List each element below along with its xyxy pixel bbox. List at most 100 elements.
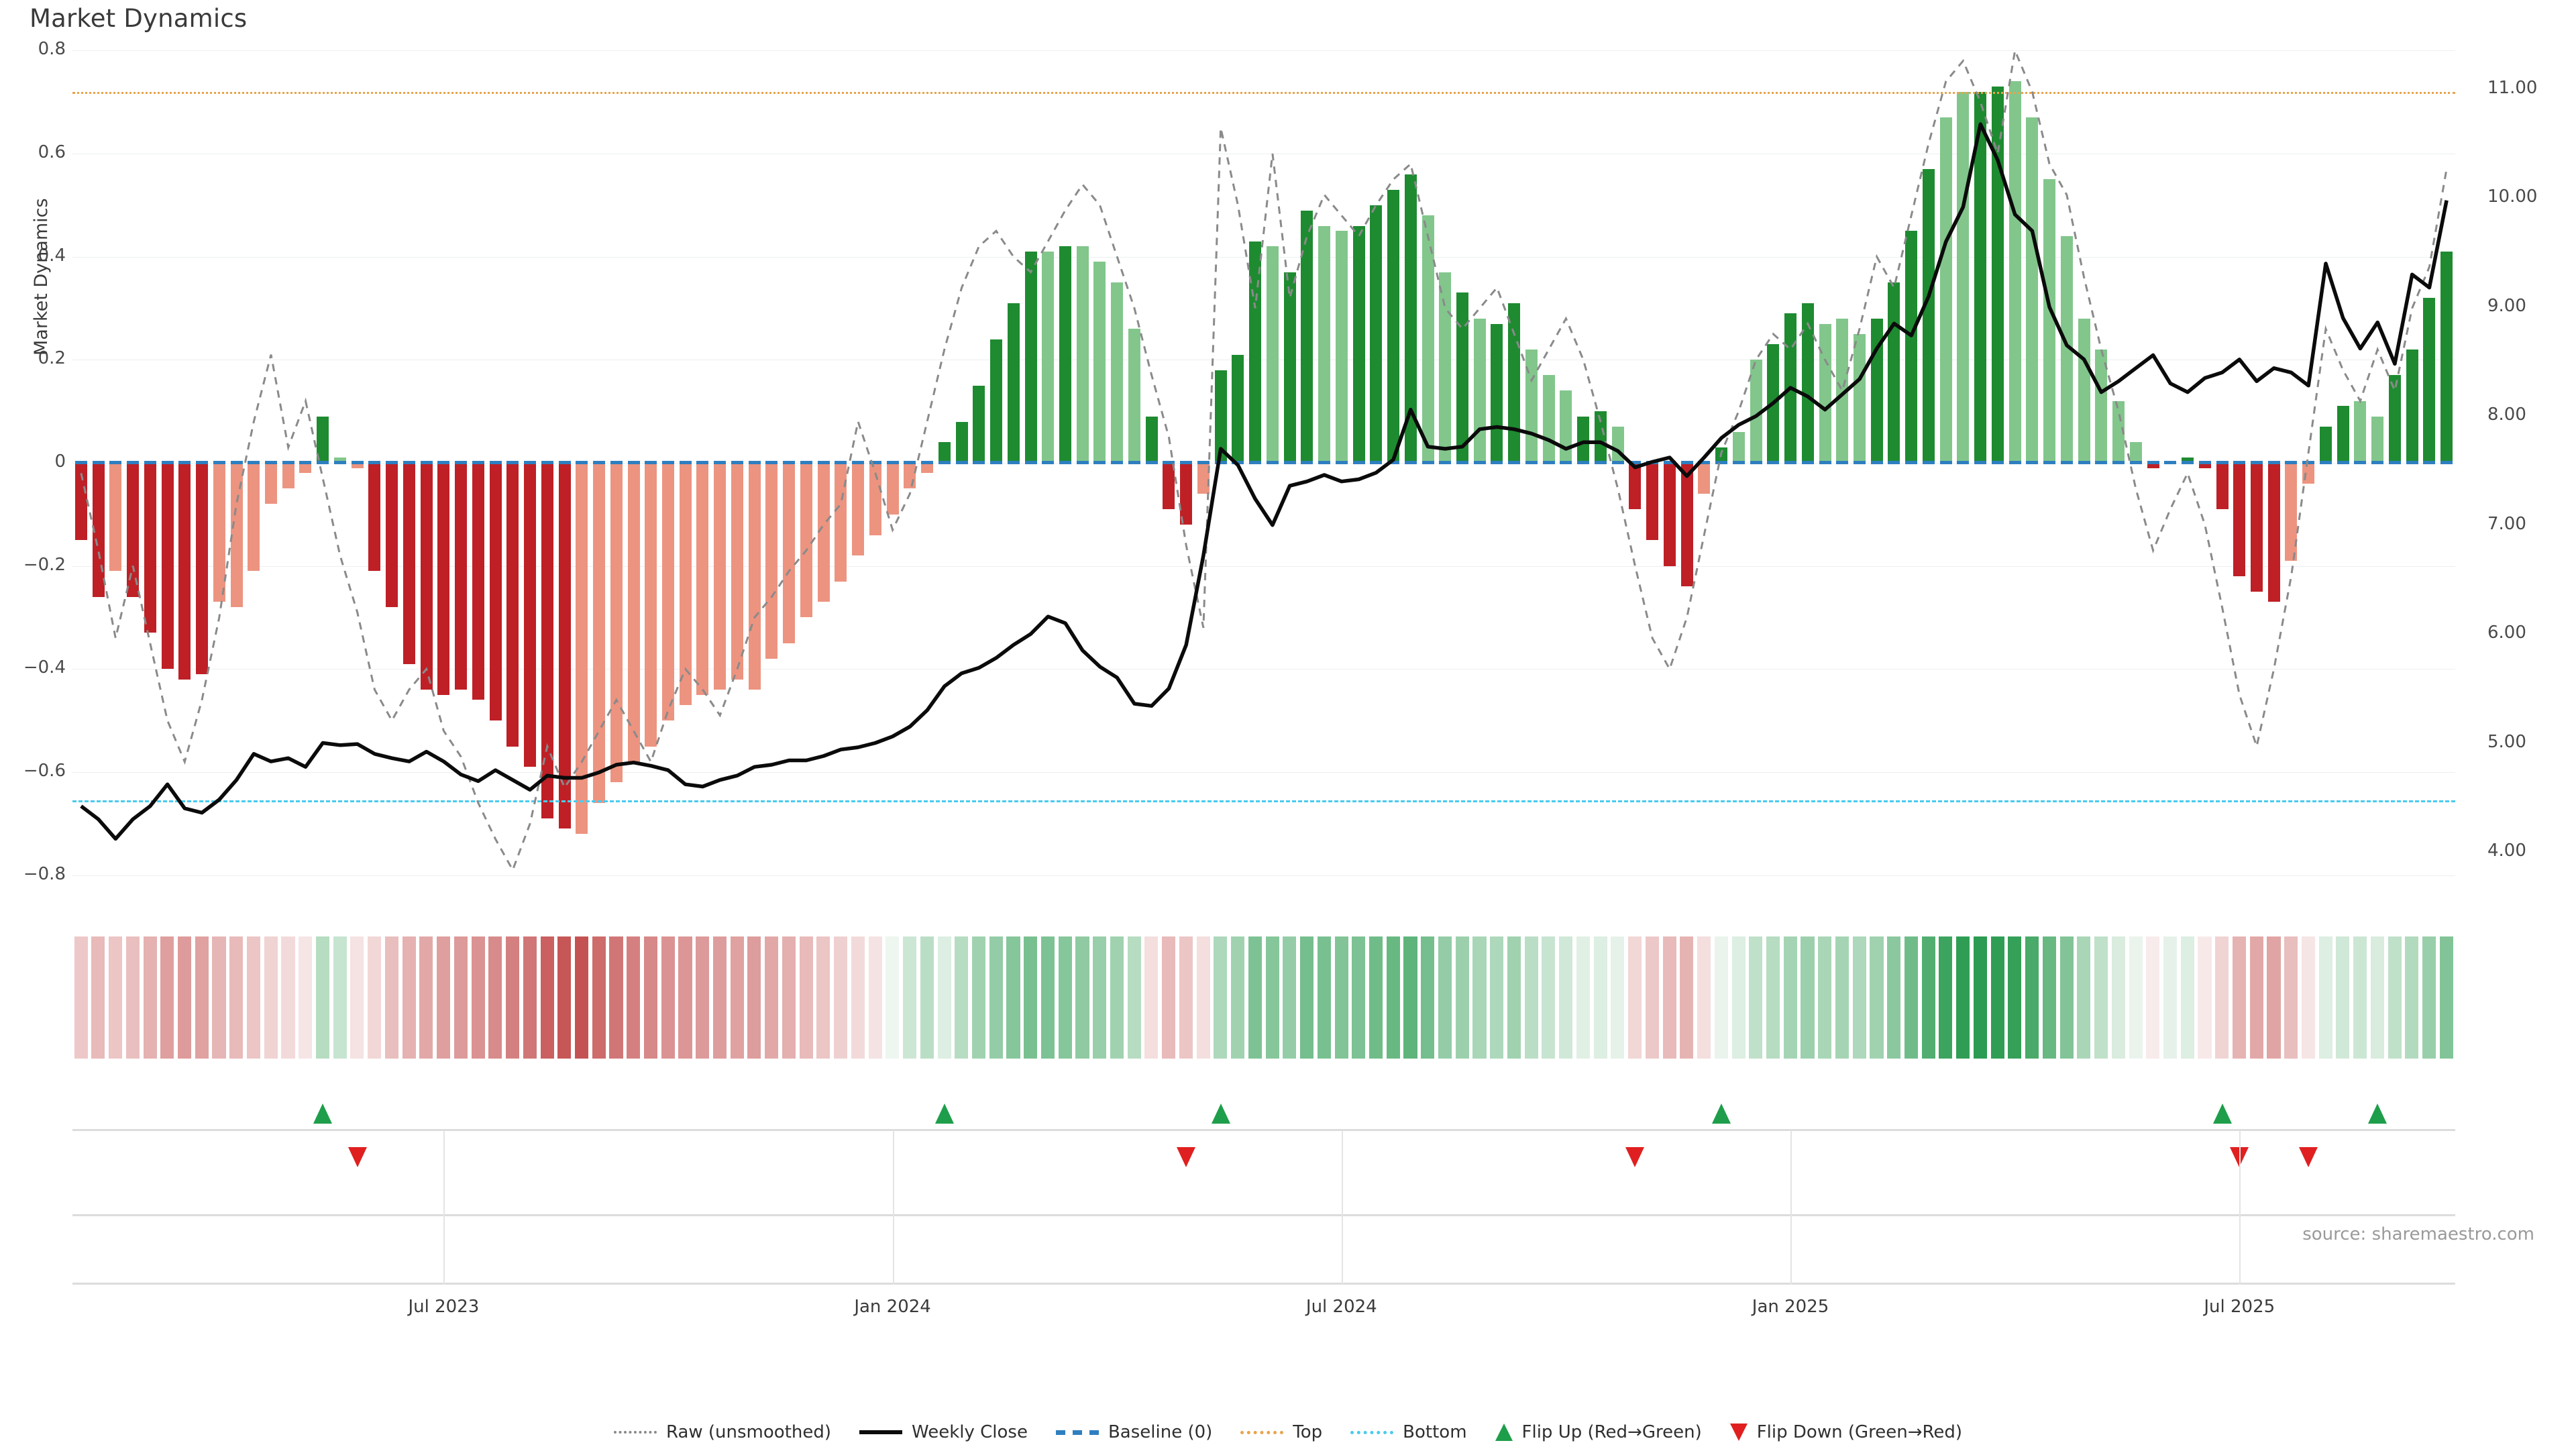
baseline-segment bbox=[196, 461, 209, 465]
heatmap-cell bbox=[609, 936, 623, 1059]
baseline-segment bbox=[2233, 461, 2246, 465]
baseline-segment bbox=[2371, 461, 2384, 465]
market-dynamics-bar bbox=[1266, 246, 1279, 463]
heatmap-cell bbox=[643, 936, 658, 1059]
baseline-segment bbox=[1974, 461, 1987, 465]
market-dynamics-bar bbox=[2198, 462, 2211, 468]
market-dynamics-bar bbox=[282, 462, 294, 489]
heatmap-cell bbox=[143, 936, 157, 1059]
lower-panel-gridline-top bbox=[72, 1214, 2455, 1216]
baseline-segment bbox=[679, 461, 692, 465]
heatmap-cell bbox=[557, 936, 572, 1059]
heatmap-cell bbox=[1990, 936, 2004, 1059]
market-dynamics-bar bbox=[161, 462, 174, 669]
legend-item[interactable]: Top bbox=[1240, 1422, 1322, 1442]
market-dynamics-bar bbox=[852, 462, 865, 556]
market-dynamics-bar bbox=[541, 462, 553, 819]
market-dynamics-bar bbox=[765, 462, 778, 659]
baseline-segment bbox=[2164, 461, 2177, 465]
heatmap-cell bbox=[384, 936, 398, 1059]
market-dynamics-bar bbox=[74, 462, 87, 541]
heatmap-cell bbox=[1731, 936, 1746, 1059]
heatmap-cell bbox=[1300, 936, 1314, 1059]
left-axis-tick-label: −0.8 bbox=[23, 863, 66, 884]
baseline-segment bbox=[472, 461, 484, 465]
heatmap-cell bbox=[2284, 936, 2298, 1059]
baseline-segment bbox=[1421, 461, 1434, 465]
baseline-segment bbox=[783, 461, 796, 465]
market-dynamics-bar bbox=[1836, 318, 1849, 463]
baseline-segment bbox=[1853, 461, 1866, 465]
legend-item[interactable]: Raw (unsmoothed) bbox=[613, 1422, 831, 1442]
gridline bbox=[72, 50, 2455, 52]
baseline-segment bbox=[1042, 461, 1055, 465]
heatmap-cell bbox=[1352, 936, 1366, 1059]
baseline-segment bbox=[1542, 461, 1555, 465]
legend-item[interactable]: Flip Down (Green→Red) bbox=[1729, 1422, 1962, 1442]
heatmap-cell bbox=[1438, 936, 1452, 1059]
baseline-segment bbox=[1663, 461, 1676, 465]
market-dynamics-bar bbox=[2216, 462, 2229, 510]
flip-up-marker-icon bbox=[1712, 1104, 1731, 1124]
market-dynamics-bar bbox=[1180, 462, 1193, 525]
weekly-close-line bbox=[80, 122, 2449, 841]
market-dynamics-bar bbox=[2008, 81, 2021, 463]
heatmap-cell bbox=[109, 936, 123, 1059]
market-dynamics-bar bbox=[869, 462, 881, 535]
baseline-segment bbox=[1870, 461, 1883, 465]
baseline-segment bbox=[1180, 461, 1193, 465]
baseline-segment bbox=[1836, 461, 1849, 465]
baseline-segment bbox=[541, 461, 553, 465]
heatmap-cell bbox=[2353, 936, 2367, 1059]
market-dynamics-bar bbox=[437, 462, 450, 695]
market-dynamics-bar bbox=[1370, 205, 1383, 463]
heatmap-cell bbox=[453, 936, 468, 1059]
market-dynamics-bar bbox=[817, 462, 830, 602]
market-dynamics-bar bbox=[2182, 458, 2194, 463]
legend-item[interactable]: Bottom bbox=[1350, 1422, 1467, 1442]
baseline-segment bbox=[1905, 461, 1918, 465]
market-dynamics-bar bbox=[1024, 251, 1037, 463]
market-dynamics-bar bbox=[1111, 282, 1124, 463]
heatmap-cell bbox=[1524, 936, 1538, 1059]
legend-item[interactable]: Flip Up (Red→Green) bbox=[1495, 1422, 1702, 1442]
flip-up-marker-icon bbox=[934, 1104, 954, 1124]
x-axis-tick-mark bbox=[892, 1130, 894, 1285]
baseline-segment bbox=[2216, 461, 2229, 465]
legend-item-label: Top bbox=[1293, 1422, 1323, 1442]
market-dynamics-bar bbox=[2129, 442, 2142, 463]
heatmap-cell bbox=[851, 936, 865, 1059]
market-dynamics-bar bbox=[1560, 390, 1572, 463]
market-dynamics-bar bbox=[2026, 117, 2039, 463]
heatmap-cell bbox=[1058, 936, 1072, 1059]
market-dynamics-bar bbox=[973, 385, 985, 463]
heatmap-cell bbox=[1024, 936, 1038, 1059]
heatmap-cell bbox=[696, 936, 710, 1059]
legend-item[interactable]: Weekly Close bbox=[859, 1422, 1028, 1442]
market-dynamics-bar bbox=[2250, 462, 2263, 592]
market-dynamics-bar bbox=[2388, 375, 2401, 463]
baseline-segment bbox=[144, 461, 156, 465]
heatmap-cell bbox=[575, 936, 589, 1059]
heatmap-cell bbox=[315, 936, 329, 1059]
baseline-segment bbox=[627, 461, 640, 465]
baseline-segment bbox=[1456, 461, 1468, 465]
heatmap-cell bbox=[989, 936, 1003, 1059]
market-dynamics-bar bbox=[955, 421, 968, 463]
baseline-segment bbox=[1370, 461, 1383, 465]
baseline-segment bbox=[1335, 461, 1348, 465]
baseline-segment bbox=[282, 461, 294, 465]
heatmap-cell bbox=[903, 936, 917, 1059]
legend-item[interactable]: Baseline (0) bbox=[1055, 1422, 1212, 1442]
market-dynamics-bar bbox=[2371, 416, 2384, 463]
line-series-layer bbox=[80, 47, 2449, 873]
heatmap-cell bbox=[1040, 936, 1055, 1059]
baseline-segment bbox=[248, 461, 260, 465]
left-axis-tick-label: −0.4 bbox=[23, 657, 66, 678]
heatmap-cell bbox=[1921, 936, 1935, 1059]
heatmap-cell bbox=[1973, 936, 1987, 1059]
baseline-segment bbox=[127, 461, 140, 465]
flip-up-marker-icon bbox=[2212, 1104, 2232, 1124]
heatmap-cell bbox=[1749, 936, 1763, 1059]
market-dynamics-bar bbox=[886, 462, 899, 515]
